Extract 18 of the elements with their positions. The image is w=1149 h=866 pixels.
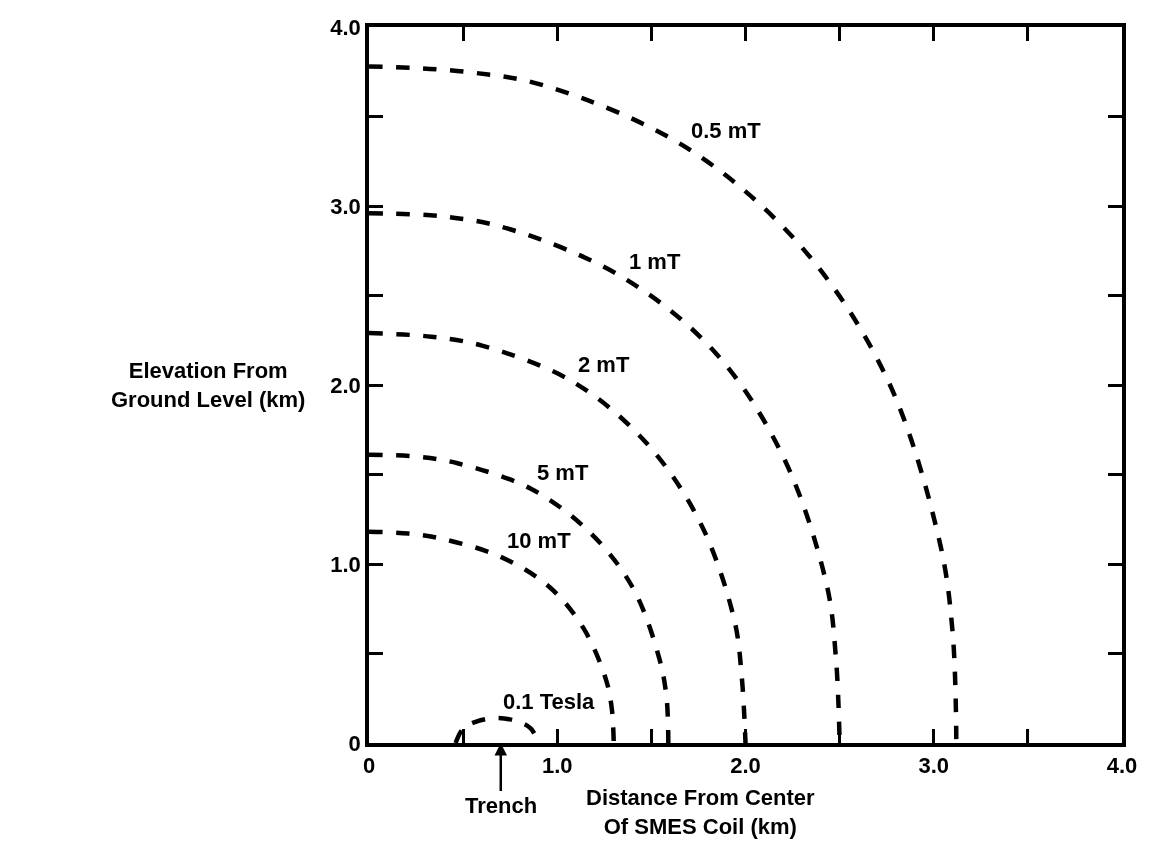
series-label: 0.5 mT [691,118,762,143]
y-tick-label: 3.0 [330,193,361,219]
y-tick-label: 1.0 [330,551,361,577]
y-tick-label: 0 [348,730,361,756]
x-tick-label: 1.0 [541,753,573,779]
series-label: 10 mT [507,528,572,553]
x-axis-title: Distance From Center Of SMES Coil (km) [586,785,816,839]
series-label: 5 mT [537,460,589,485]
y-tick-label: 4.0 [330,14,361,40]
series-label: 1 mT [629,249,681,274]
text: Trench [465,793,538,818]
x-tick-label: 3.0 [918,753,950,779]
y-axis-title: Elevation From Ground Level (km) [111,358,306,412]
series-label: 0.1 Tesla [503,689,596,714]
series-label: 2 mT [578,352,630,377]
x-tick-label: 4.0 [1106,753,1138,779]
x-tick-label: 2.0 [730,753,761,779]
y-tick-label: 2.0 [330,372,361,398]
